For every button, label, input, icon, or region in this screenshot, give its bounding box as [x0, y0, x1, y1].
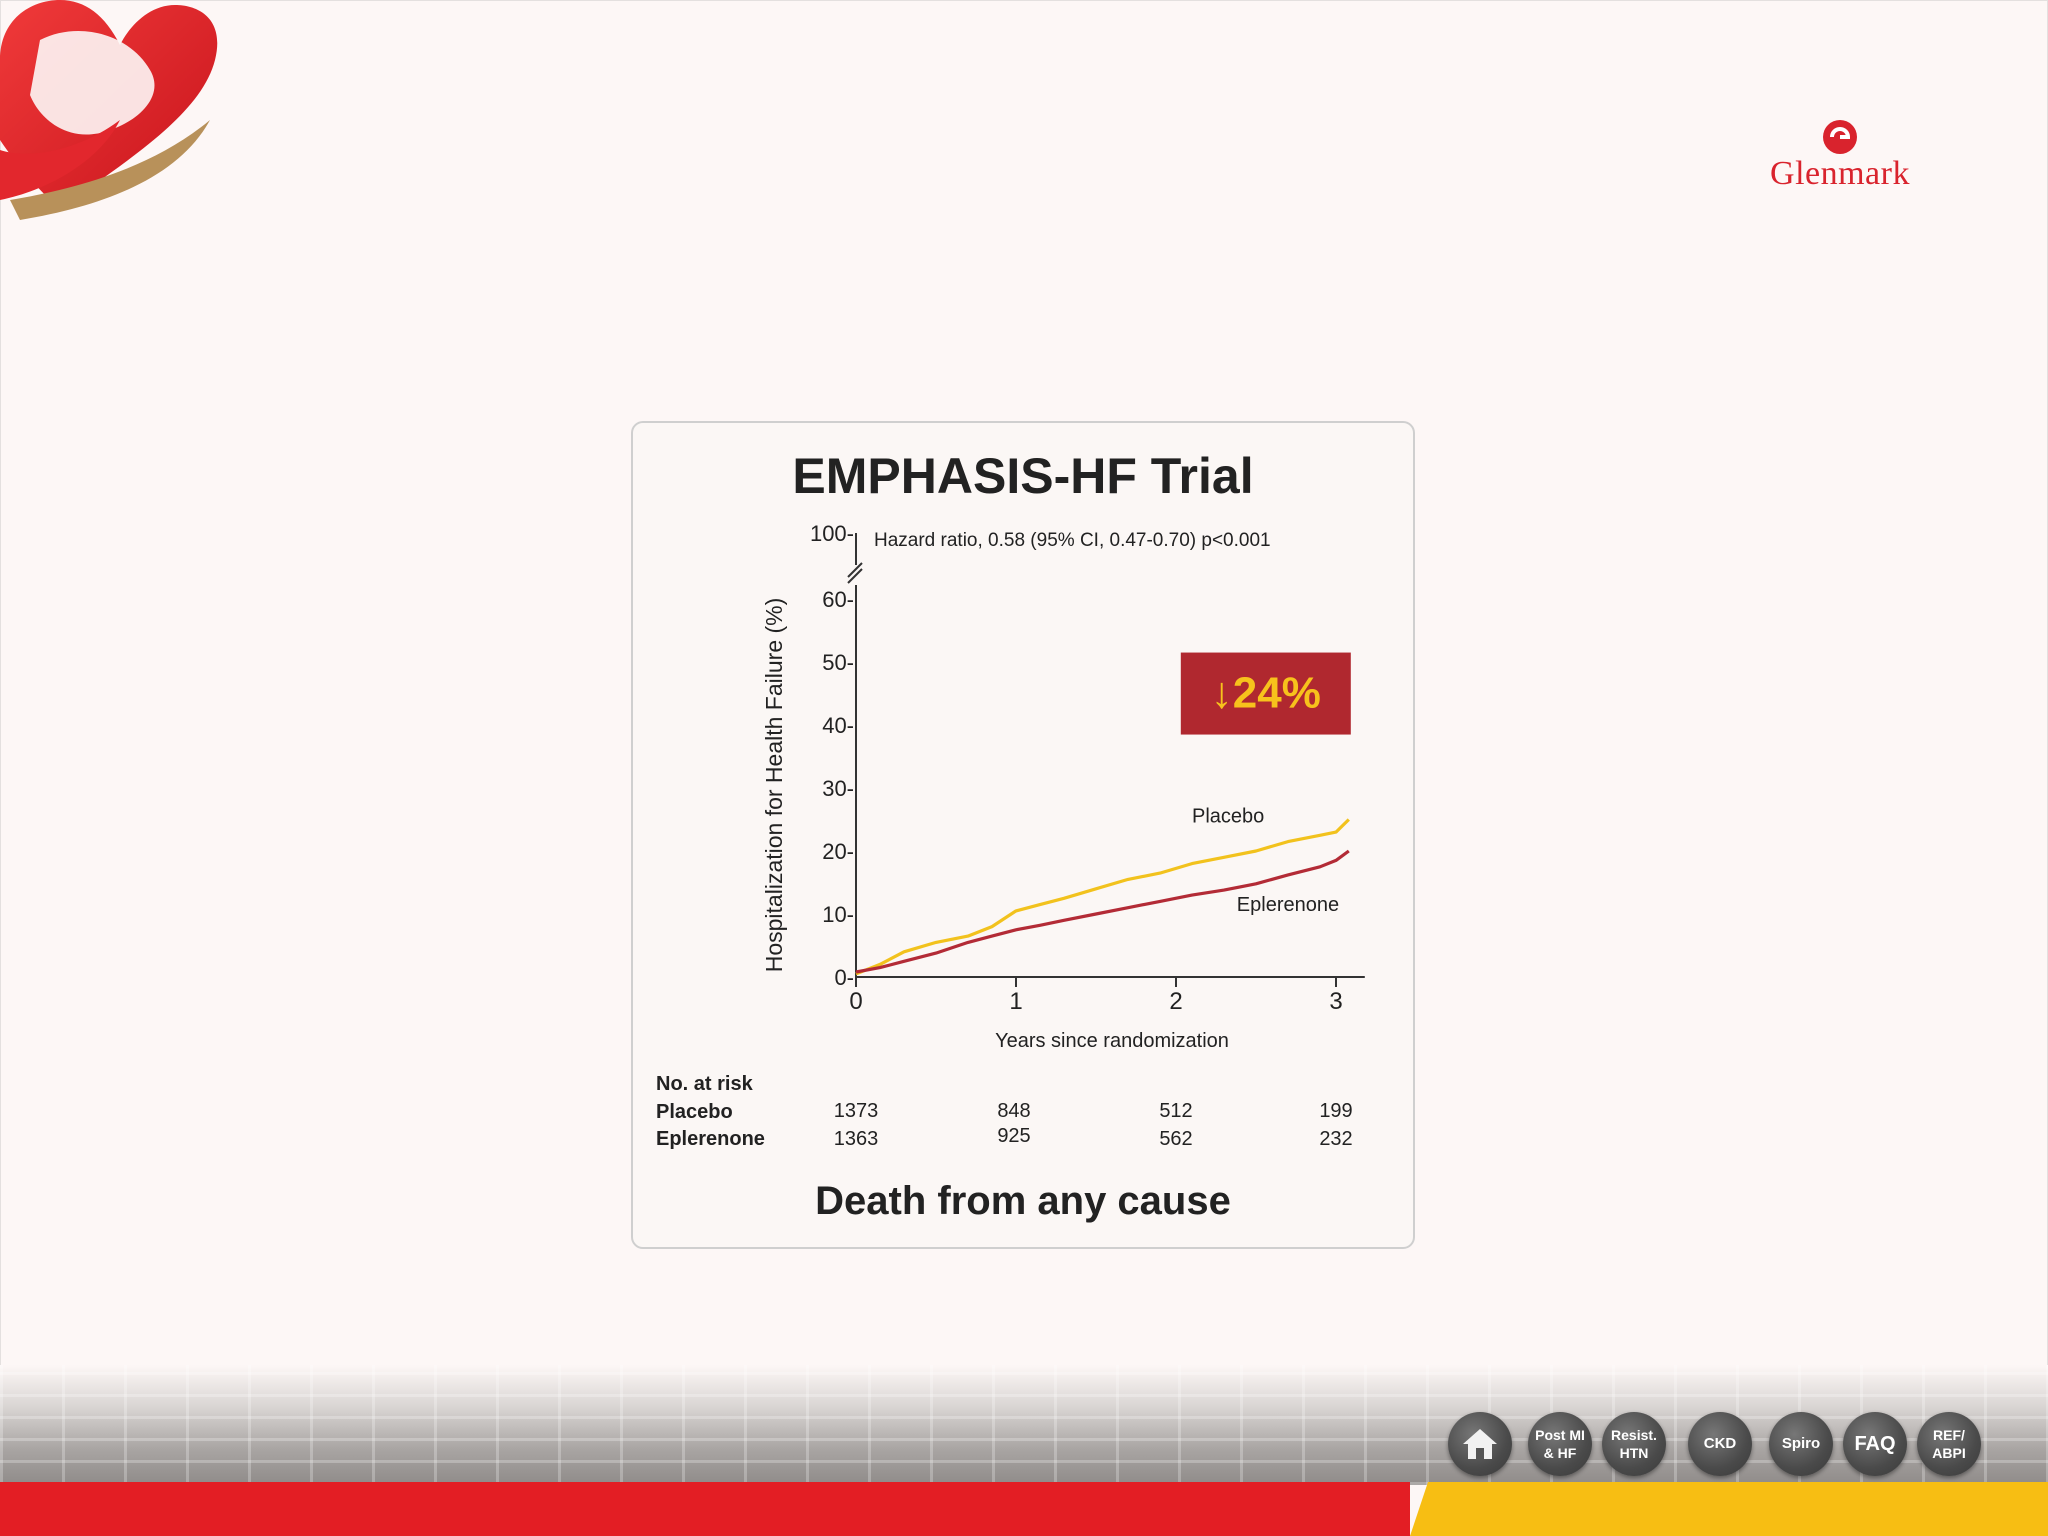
risk-heading: No. at risk: [656, 1073, 753, 1095]
risk-value: 925: [997, 1125, 1031, 1147]
risk-value: 232: [1319, 1128, 1353, 1150]
trial-card: EMPHASIS-HF Trial Death from any cause: [631, 421, 1415, 1249]
heart-logo: [0, 0, 218, 220]
reduction-badge: ↓24%: [1180, 652, 1351, 735]
y-tick-label: 0-: [834, 965, 854, 990]
reduction-value: 24%: [1233, 669, 1321, 718]
risk-row-label: Eplerenone: [656, 1128, 765, 1150]
y-tick-label: 50-: [822, 650, 854, 675]
down-arrow-icon: ↓: [1211, 669, 1233, 718]
spiro-button[interactable]: Spiro: [1769, 1412, 1833, 1476]
ref-abpi-button[interactable]: REF/ABPI: [1917, 1412, 1981, 1476]
x-tick-label: 3: [1329, 988, 1342, 1015]
post-mi-hf-button[interactable]: Post MI & HF: [1528, 1412, 1592, 1476]
home-icon: [1463, 1429, 1497, 1459]
y-tick-label: 60-: [822, 587, 854, 612]
y-tick-label: 100-: [810, 521, 854, 546]
axis-break-mark: [847, 533, 863, 584]
y-tick-label: 10-: [822, 902, 854, 927]
y-tick-label: 20-: [822, 839, 854, 864]
hazard-ratio-annotation: Hazard ratio, 0.58 (95% CI, 0.47-0.70) p…: [874, 530, 1271, 551]
glenmark-logo: Glenmark: [1750, 115, 1930, 195]
home-button[interactable]: [1448, 1412, 1512, 1476]
series-line-eplerenone: [855, 849, 1350, 974]
risk-value: 562: [1159, 1128, 1193, 1150]
x-tick-label: 0: [849, 988, 862, 1015]
svg-text:↓24%: ↓24%: [1211, 669, 1321, 718]
x-axis-label: Years since randomization: [995, 1030, 1229, 1052]
risk-value: 199: [1319, 1100, 1353, 1122]
x-tick-label: 1: [1009, 988, 1022, 1015]
footer-yellow-bar: [1410, 1482, 2048, 1536]
brand-name: Glenmark: [1770, 155, 1910, 192]
series-label-eplerenone: Eplerenone: [1237, 894, 1339, 916]
x-tick-label: 2: [1169, 988, 1182, 1015]
risk-row-label: Placebo: [656, 1101, 733, 1123]
km-chart: 0- 10- 20- 30- 40- 50- 60- 100- 0 1 2 3 Hospitaliz…: [761, 521, 1365, 1052]
glenmark-g-icon: [1823, 120, 1857, 154]
ckd-button[interactable]: CKD: [1688, 1412, 1752, 1476]
risk-value: 512: [1159, 1100, 1193, 1122]
y-tick-label: 30-: [822, 776, 854, 801]
series-line-placebo: [855, 818, 1350, 976]
resist-htn-button[interactable]: Resist. HTN: [1602, 1412, 1666, 1476]
y-axis-label: Hospitalization for Health Failure (%): [761, 598, 787, 973]
risk-value: 1373: [833, 1100, 879, 1122]
card-title: EMPHASIS-HF Trial: [792, 448, 1254, 504]
risk-value: 1363: [833, 1128, 879, 1150]
card-subtitle: Death from any cause: [815, 1179, 1231, 1223]
faq-button[interactable]: FAQ: [1843, 1412, 1907, 1476]
footer-red-bar: [0, 1482, 1410, 1536]
risk-value: 848: [997, 1100, 1031, 1122]
series-label-placebo: Placebo: [1192, 806, 1264, 828]
y-tick-label: 40-: [822, 713, 854, 738]
